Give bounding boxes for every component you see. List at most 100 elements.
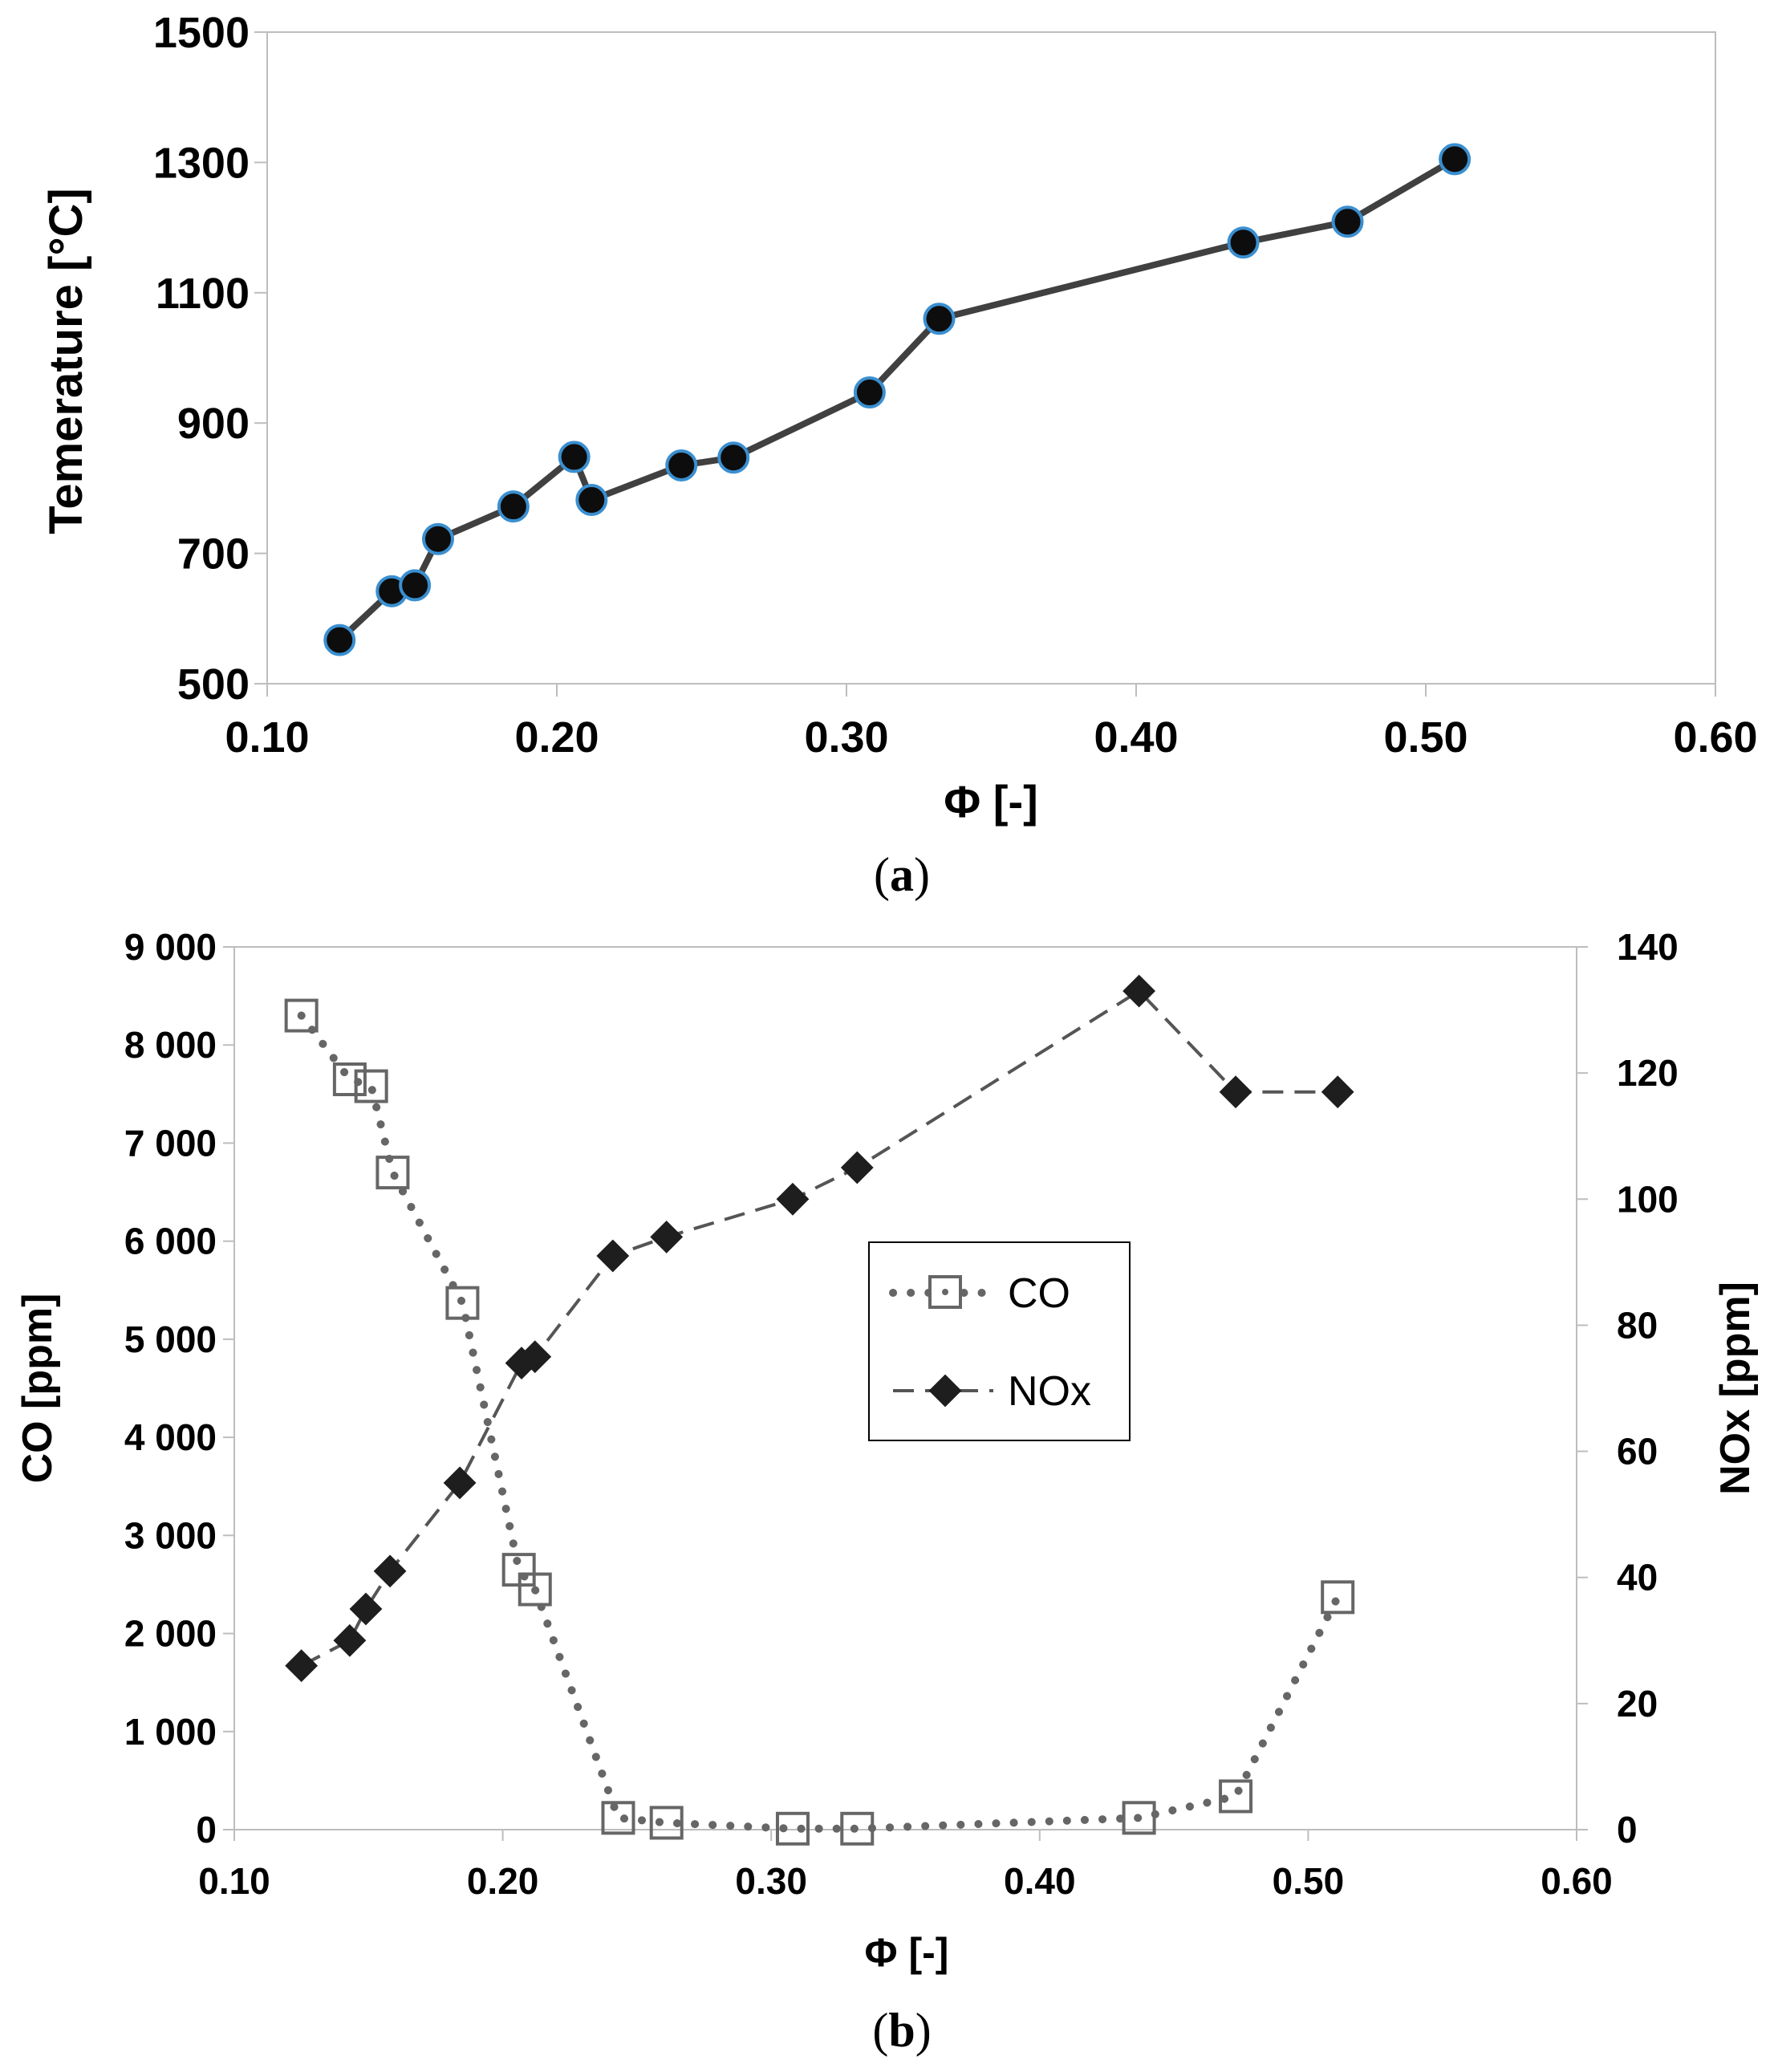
nox-point	[776, 1182, 810, 1216]
nox-series-line	[300, 989, 1338, 1668]
plot-frame-a	[266, 31, 1716, 685]
caption-a: (a)	[874, 848, 930, 901]
temperature-point	[575, 484, 608, 517]
legend-item-co: CO	[889, 1270, 1070, 1317]
legend-nox-label: NOx	[1008, 1368, 1091, 1415]
x-tick-label-b: 0.20	[467, 1860, 539, 1902]
temperature-point	[665, 449, 698, 481]
left-y-tick-label-b: 6 000	[124, 1221, 217, 1262]
y-tick-label-a: 500	[177, 660, 250, 709]
right-y-tick-label-b: 140	[1617, 926, 1679, 968]
x-tick-label-a: 0.40	[1094, 713, 1178, 762]
y-tick-label-a: 1500	[153, 9, 250, 57]
temperature-point	[1331, 205, 1364, 238]
right-y-tick-label-b: 40	[1617, 1557, 1658, 1599]
co-point	[354, 1069, 388, 1103]
legend-co-marker-dot	[942, 1289, 948, 1295]
co-point	[376, 1156, 410, 1190]
co-point	[1122, 1801, 1156, 1835]
y-tick-label-a: 700	[177, 530, 250, 579]
right-y-tick-label-b: 100	[1617, 1178, 1679, 1220]
x-tick-label-b: 0.10	[198, 1860, 270, 1902]
temperature-point	[421, 522, 454, 555]
x-tick-label-b: 0.30	[735, 1860, 807, 1902]
y-axis-ticks-a: 500 700 900 1100 1300 1500	[153, 9, 267, 709]
nox-point	[840, 1151, 874, 1184]
co-point	[1321, 1580, 1355, 1615]
left-y-tick-label-b: 1 000	[124, 1711, 217, 1753]
y-tick-label-a: 900	[177, 400, 250, 448]
left-y-tick-label-b: 4 000	[124, 1416, 217, 1458]
temperature-point	[923, 303, 956, 335]
nox-point	[650, 1221, 684, 1253]
x-axis-title-a: Φ [-]	[944, 776, 1037, 827]
left-y-axis-ticks-b: 0 1 000 2 000 3 000 4 000 5 000 6 000 7 000 8 00…	[124, 926, 234, 1851]
right-y-axis-ticks-b: 0 20 40 60 80 100 120 140	[1577, 926, 1679, 1851]
nox-point	[333, 1623, 367, 1657]
right-y-axis-title-b: NOx [ppm]	[1712, 1282, 1759, 1495]
temperature-point	[1227, 226, 1260, 259]
co-series-points	[284, 998, 1355, 1846]
left-y-tick-label-b: 8 000	[124, 1024, 217, 1066]
temperature-series-points	[323, 143, 1472, 656]
x-tick-label-a: 0.50	[1383, 713, 1468, 762]
temperature-point	[323, 624, 356, 656]
co-point	[1219, 1779, 1253, 1814]
nox-point	[349, 1592, 383, 1626]
nox-point	[285, 1649, 319, 1683]
right-y-tick-label-b: 120	[1617, 1052, 1679, 1094]
co-point	[649, 1806, 684, 1840]
right-y-tick-label-b: 20	[1617, 1683, 1658, 1725]
left-y-tick-label-b: 3 000	[124, 1514, 217, 1556]
right-y-tick-label-b: 0	[1617, 1809, 1638, 1851]
right-y-tick-label-b: 60	[1617, 1431, 1658, 1473]
temperature-point	[1439, 143, 1472, 176]
x-axis-ticks-b: 0.10 0.20 0.30 0.40 0.50 0.60	[198, 1830, 1613, 1902]
temperature-point	[497, 490, 530, 523]
legend-co-label: CO	[1008, 1270, 1070, 1317]
caption-b: (b)	[872, 2004, 931, 2057]
legend-box	[868, 1241, 1131, 1441]
nox-point	[1321, 1075, 1354, 1109]
y-tick-label-a: 1300	[153, 139, 250, 187]
left-y-tick-label-b: 0	[196, 1809, 217, 1851]
co-point	[284, 998, 319, 1033]
temperature-series-line	[337, 156, 1457, 643]
x-tick-label-b: 0.50	[1273, 1860, 1345, 1902]
co-point	[518, 1572, 552, 1607]
left-y-tick-label-b: 7 000	[124, 1122, 217, 1164]
nox-point	[373, 1554, 407, 1588]
legend-nox-marker	[928, 1374, 962, 1408]
x-tick-label-a: 0.60	[1673, 713, 1757, 762]
y-axis-title-a: Temerature [°C]	[40, 188, 92, 534]
legend: CO NOx	[868, 1241, 1131, 1441]
co-point	[601, 1801, 635, 1835]
y-tick-label-a: 1100	[156, 270, 250, 318]
left-y-tick-label-b: 9 000	[124, 926, 217, 968]
temperature-point	[853, 376, 886, 409]
co-point	[840, 1811, 875, 1846]
temperature-point	[399, 569, 432, 602]
temperature-point	[558, 441, 591, 473]
co-point	[332, 1062, 367, 1096]
x-tick-label-a: 0.10	[225, 713, 309, 762]
co-point	[775, 1811, 810, 1846]
nox-point	[1122, 974, 1156, 1008]
x-tick-label-a: 0.20	[514, 713, 599, 762]
emissions-chart: 0 1 000 2 000 3 000 4 000 5 000 6 000 7 000 8 00…	[14, 926, 1759, 2057]
x-tick-label-b: 0.40	[1004, 1860, 1076, 1902]
nox-point	[1219, 1075, 1252, 1109]
x-axis-ticks-a: 0.10 0.20 0.30 0.40 0.50 0.60	[225, 684, 1758, 762]
nox-point	[596, 1239, 630, 1273]
nox-series-points	[285, 974, 1354, 1683]
nox-point	[518, 1340, 552, 1374]
left-y-tick-label-b: 2 000	[124, 1613, 217, 1655]
left-y-axis-title-b: CO [ppm]	[14, 1294, 61, 1484]
legend-item-nox: NOx	[893, 1368, 1091, 1415]
x-tick-label-a: 0.30	[804, 713, 888, 762]
co-point	[445, 1286, 480, 1320]
temperature-point	[717, 441, 750, 474]
left-y-tick-label-b: 5 000	[124, 1318, 217, 1360]
